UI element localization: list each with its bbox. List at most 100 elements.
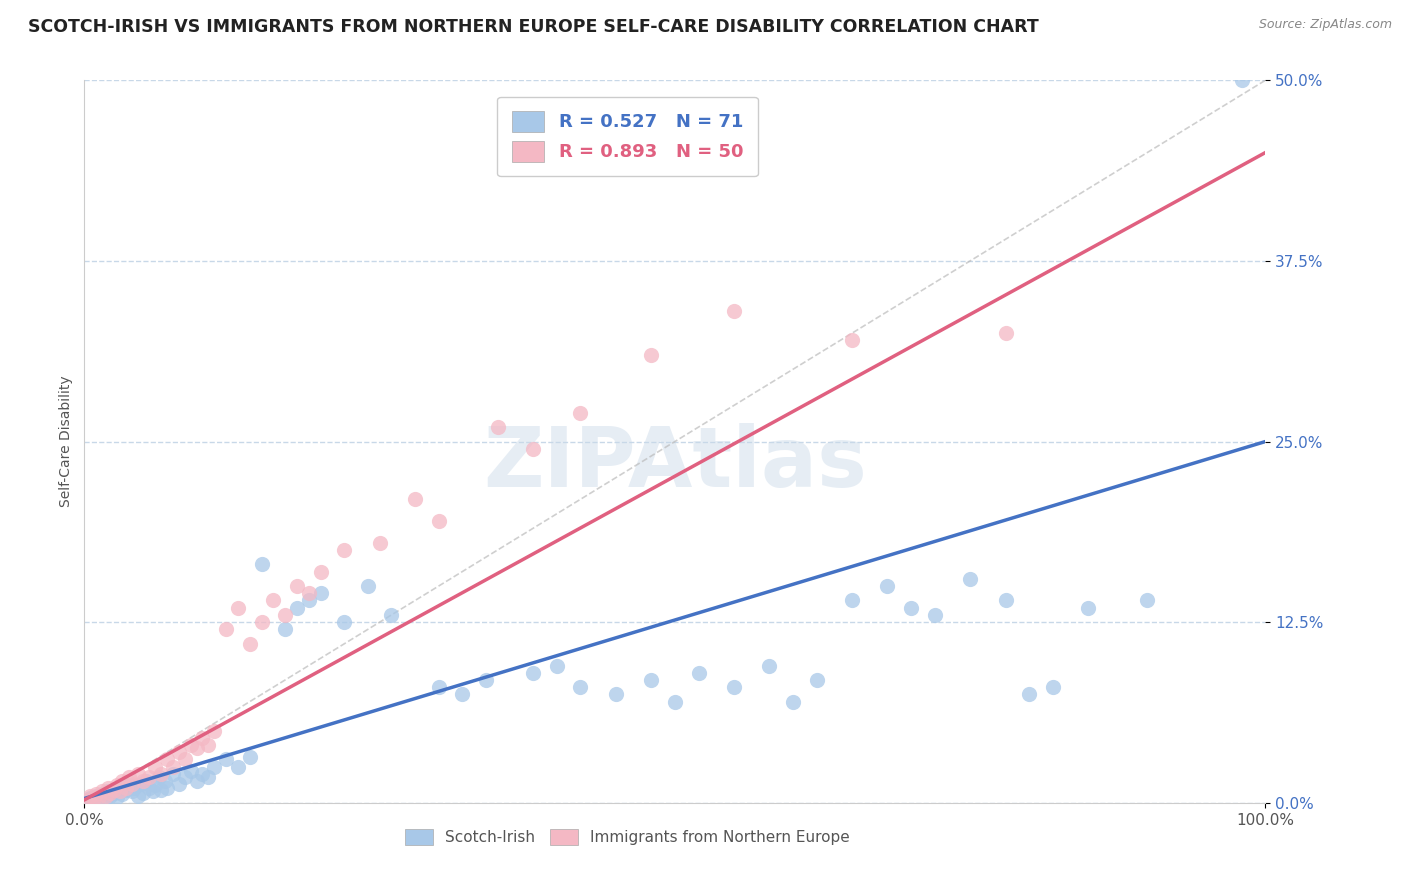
Point	[723, 680, 745, 694]
Point	[197, 770, 219, 784]
Point	[148, 770, 170, 784]
Point	[98, 786, 121, 800]
Point	[108, 784, 131, 798]
Point	[150, 767, 173, 781]
Point	[486, 420, 509, 434]
Point	[357, 579, 380, 593]
Point	[806, 673, 828, 687]
Point	[127, 789, 149, 803]
Point	[191, 731, 214, 745]
Point	[156, 781, 179, 796]
Point	[94, 791, 117, 805]
Point	[285, 600, 308, 615]
Point	[97, 784, 120, 798]
Point	[226, 600, 249, 615]
Point	[664, 695, 686, 709]
Point	[368, 535, 391, 549]
Point	[108, 781, 131, 796]
Point	[758, 658, 780, 673]
Legend: Scotch-Irish, Immigrants from Northern Europe: Scotch-Irish, Immigrants from Northern E…	[398, 822, 858, 853]
Point	[84, 787, 107, 801]
Point	[162, 767, 184, 781]
Point	[180, 764, 202, 778]
Point	[285, 579, 308, 593]
Point	[121, 777, 143, 791]
Text: SCOTCH-IRISH VS IMMIGRANTS FROM NORTHERN EUROPE SELF-CARE DISABILITY CORRELATION: SCOTCH-IRISH VS IMMIGRANTS FROM NORTHERN…	[28, 18, 1039, 36]
Point	[959, 572, 981, 586]
Point	[129, 777, 152, 791]
Point	[114, 781, 136, 796]
Point	[118, 779, 141, 793]
Point	[1018, 687, 1040, 701]
Point	[87, 790, 110, 805]
Point	[250, 615, 273, 630]
Point	[215, 752, 238, 766]
Point	[83, 793, 105, 807]
Point	[127, 767, 149, 781]
Point	[239, 749, 262, 764]
Point	[202, 723, 225, 738]
Point	[427, 514, 450, 528]
Point	[605, 687, 627, 701]
Point	[91, 787, 114, 801]
Point	[546, 658, 568, 673]
Point	[191, 767, 214, 781]
Point	[91, 784, 114, 798]
Point	[173, 770, 195, 784]
Point	[688, 665, 710, 680]
Point	[153, 774, 176, 789]
Point	[107, 790, 129, 805]
Point	[298, 586, 321, 600]
Point	[186, 740, 208, 755]
Point	[135, 774, 157, 789]
Point	[451, 687, 474, 701]
Point	[79, 791, 101, 805]
Point	[107, 779, 129, 793]
Point	[250, 558, 273, 572]
Point	[97, 781, 120, 796]
Point	[167, 745, 190, 759]
Point	[103, 782, 125, 797]
Point	[167, 777, 190, 791]
Point	[1230, 73, 1253, 87]
Point	[333, 542, 356, 557]
Point	[122, 781, 145, 796]
Point	[150, 782, 173, 797]
Point	[121, 784, 143, 798]
Point	[77, 793, 100, 807]
Point	[404, 492, 426, 507]
Point	[309, 565, 332, 579]
Point	[173, 752, 195, 766]
Point	[475, 673, 498, 687]
Point	[924, 607, 946, 622]
Point	[215, 623, 238, 637]
Point	[640, 673, 662, 687]
Point	[162, 760, 184, 774]
Point	[298, 593, 321, 607]
Point	[111, 774, 134, 789]
Point	[138, 770, 160, 784]
Point	[1077, 600, 1099, 615]
Point	[876, 579, 898, 593]
Point	[994, 326, 1017, 341]
Point	[1136, 593, 1159, 607]
Point	[522, 665, 544, 680]
Point	[569, 406, 592, 420]
Point	[274, 607, 297, 622]
Point	[723, 304, 745, 318]
Point	[239, 637, 262, 651]
Point	[94, 789, 117, 803]
Point	[98, 789, 121, 803]
Point	[640, 348, 662, 362]
Point	[333, 615, 356, 630]
Text: ZIPAtlas: ZIPAtlas	[482, 423, 868, 504]
Point	[132, 774, 155, 789]
Point	[79, 789, 101, 803]
Point	[309, 586, 332, 600]
Point	[202, 760, 225, 774]
Point	[197, 738, 219, 752]
Point	[841, 334, 863, 348]
Text: Source: ZipAtlas.com: Source: ZipAtlas.com	[1258, 18, 1392, 31]
Point	[83, 791, 105, 805]
Point	[226, 760, 249, 774]
